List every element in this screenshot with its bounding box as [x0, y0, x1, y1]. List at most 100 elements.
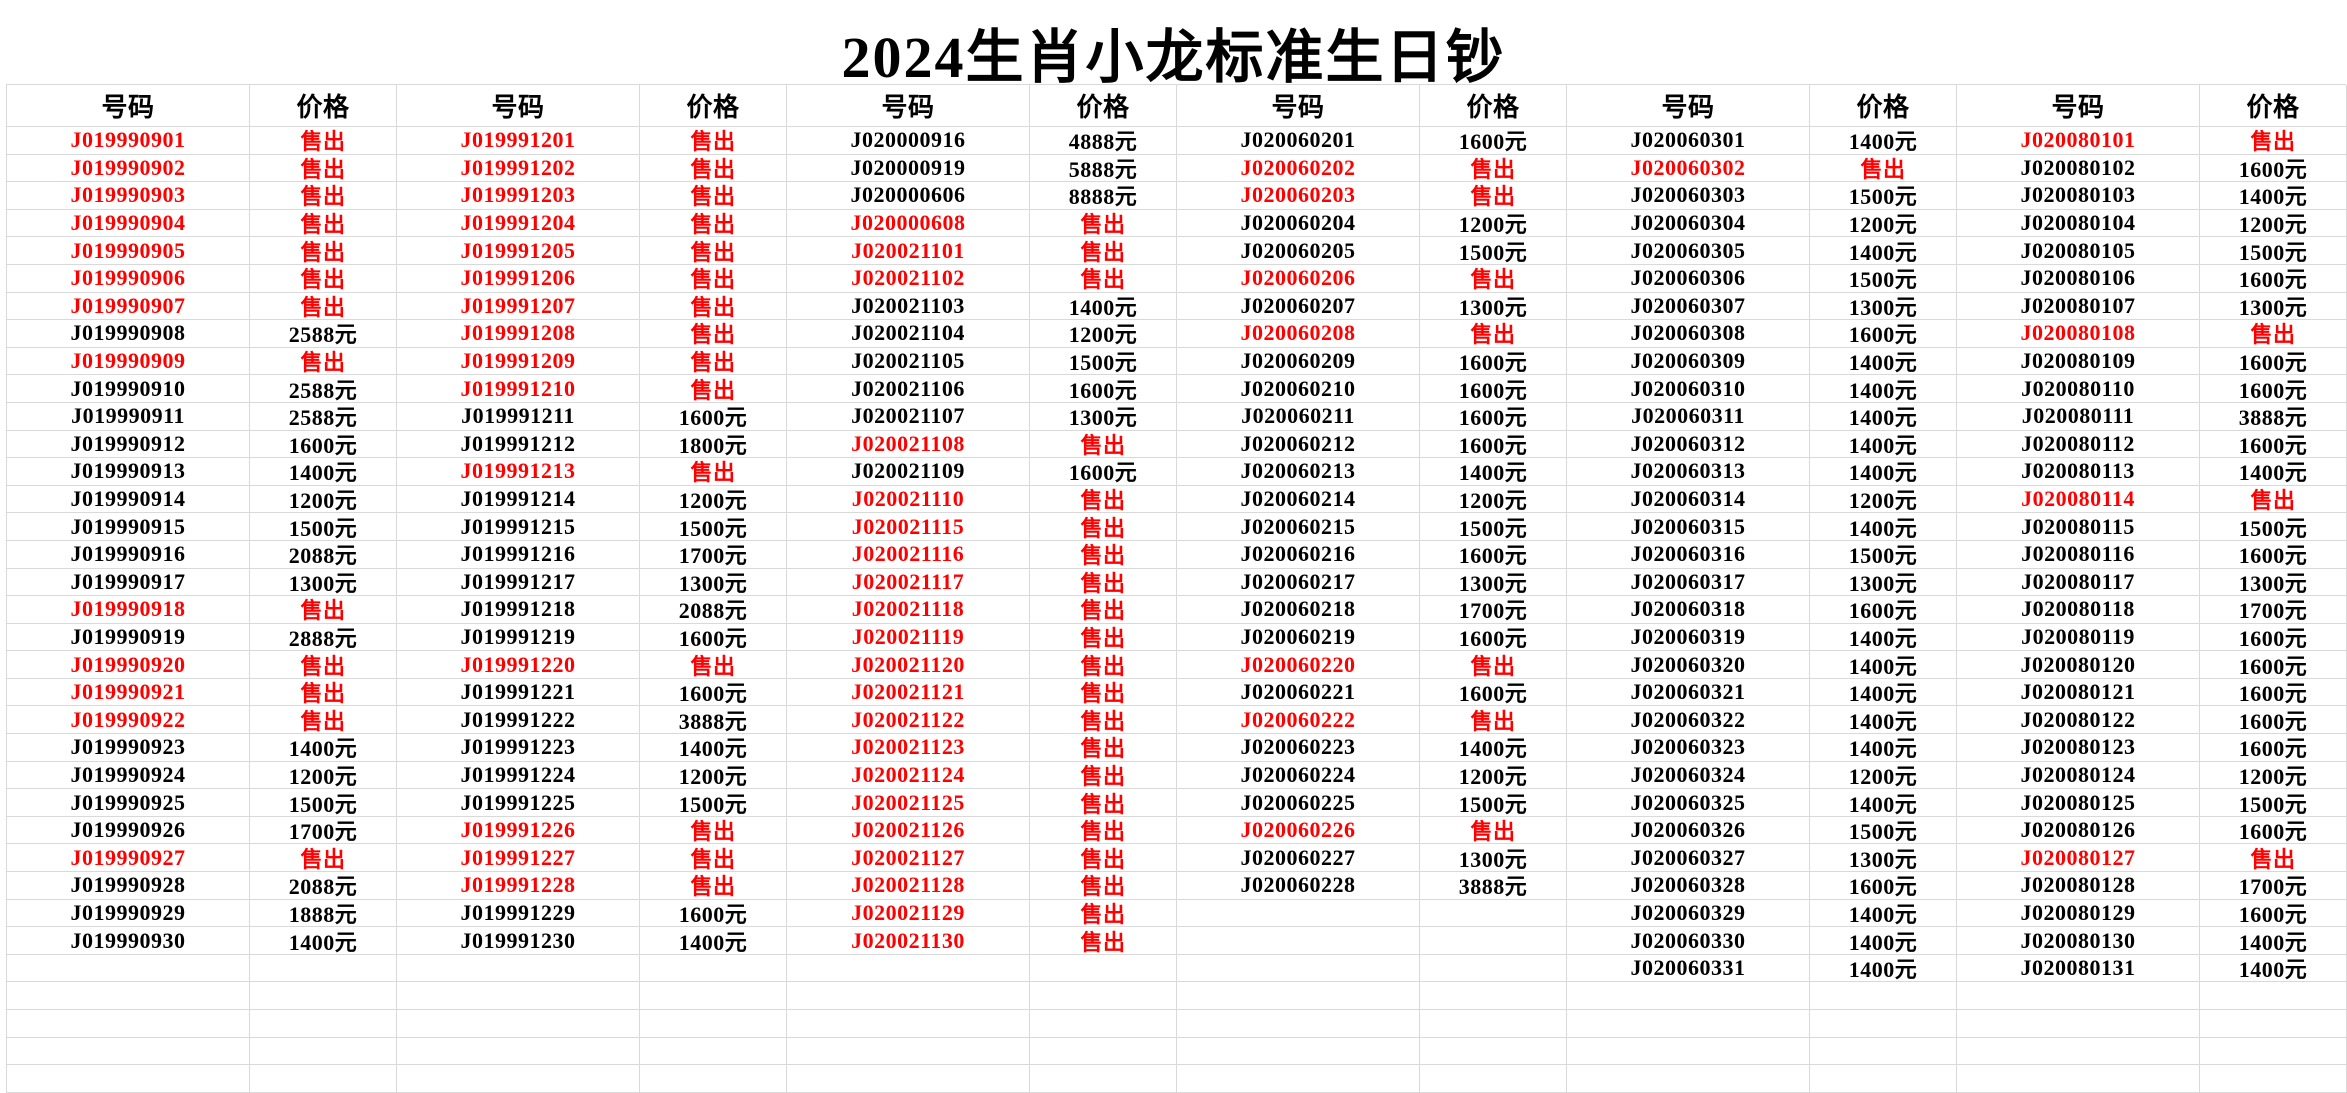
price-cell: 1200元: [1420, 761, 1567, 790]
number-cell: J019991222: [397, 706, 640, 735]
number-cell: J020021116: [787, 540, 1030, 569]
number-cell: J020000608: [787, 209, 1030, 238]
empty-cell: [7, 1065, 250, 1093]
number-cell: J020021118: [787, 596, 1030, 624]
number-cell: J019990913: [7, 458, 250, 486]
number-cell: J019991209: [397, 347, 640, 376]
number-cell: J019990905: [7, 237, 250, 265]
empty-cell: [1567, 982, 1810, 1010]
number-cell: J020060316: [1567, 540, 1810, 569]
price-cell: 售出: [2200, 320, 2347, 348]
price-cell: 1300元: [2200, 292, 2347, 321]
empty-cell: [1420, 1037, 1567, 1066]
number-cell: J019990918: [7, 596, 250, 624]
number-cell: J020060325: [1567, 789, 1810, 817]
empty-cell: [7, 954, 250, 983]
number-cell: J020021117: [787, 568, 1030, 597]
number-cell: J020021104: [787, 320, 1030, 348]
number-cell: J020080111: [1957, 402, 2200, 431]
price-cell: 1300元: [1420, 568, 1567, 597]
number-cell: J019990917: [7, 568, 250, 597]
number-cell: J019991223: [397, 734, 640, 762]
price-cell: 售出: [1030, 789, 1177, 817]
number-cell: J020060327: [1567, 844, 1810, 873]
number-cell: J020060201: [1177, 127, 1420, 155]
number-cell: J020060222: [1177, 706, 1420, 735]
price-cell: 售出: [640, 458, 787, 486]
price-cell: 1300元: [640, 568, 787, 597]
price-cell: 1600元: [2200, 816, 2347, 845]
number-cell: J019991213: [397, 458, 640, 486]
price-cell: 1400元: [1810, 678, 1957, 707]
price-cell: 售出: [1030, 844, 1177, 873]
empty-cell: [1177, 1037, 1420, 1066]
price-cell: 1400元: [1810, 899, 1957, 928]
price-cell: 1300元: [1810, 292, 1957, 321]
price-cell: 1600元: [2200, 154, 2347, 183]
empty-cell: [1957, 1065, 2200, 1093]
column-header-price: 价格: [640, 85, 787, 127]
number-cell: J019990920: [7, 651, 250, 679]
price-cell: 1500元: [640, 513, 787, 541]
empty-cell: [640, 1010, 787, 1038]
number-cell: J020060310: [1567, 375, 1810, 403]
number-cell: J020060204: [1177, 209, 1420, 238]
number-cell: J020080114: [1957, 485, 2200, 514]
price-cell: 1500元: [2200, 237, 2347, 265]
price-cell: 1600元: [1810, 872, 1957, 900]
price-cell: 1400元: [2200, 458, 2347, 486]
price-cell: 售出: [250, 596, 397, 624]
empty-cell: [397, 982, 640, 1010]
price-cell: 1400元: [1810, 402, 1957, 431]
number-cell: J020021109: [787, 458, 1030, 486]
empty-cell: [397, 1037, 640, 1066]
number-cell: J019991212: [397, 430, 640, 459]
price-cell: 1600元: [1420, 347, 1567, 376]
empty-cell: [1030, 982, 1177, 1010]
price-cell: 售出: [250, 237, 397, 265]
empty-cell: [1420, 1010, 1567, 1038]
price-cell: 售出: [1030, 237, 1177, 265]
number-cell: J020021115: [787, 513, 1030, 541]
number-cell: J019991221: [397, 678, 640, 707]
number-cell: J020060312: [1567, 430, 1810, 459]
number-cell: J019991230: [397, 927, 640, 955]
price-cell: 3888元: [640, 706, 787, 735]
page-title: 2024生肖小龙标准生日钞: [841, 25, 1506, 90]
price-cell: 1200元: [250, 485, 397, 514]
number-cell: J020021106: [787, 375, 1030, 403]
price-cell: 1300元: [1810, 844, 1957, 873]
price-cell: 售出: [1030, 568, 1177, 597]
number-cell: J020080120: [1957, 651, 2200, 679]
number-cell: J019991211: [397, 402, 640, 431]
price-cell: 1500元: [1420, 237, 1567, 265]
price-cell: 售出: [640, 651, 787, 679]
price-cell: 售出: [1030, 596, 1177, 624]
number-cell: J019991227: [397, 844, 640, 873]
price-cell: 售出: [250, 706, 397, 735]
price-cell: 1300元: [1810, 568, 1957, 597]
number-cell: J020021102: [787, 264, 1030, 293]
price-cell: 1300元: [1420, 844, 1567, 873]
price-cell: 1600元: [640, 623, 787, 652]
empty-cell: [1177, 927, 1420, 955]
price-cell: 1300元: [1030, 402, 1177, 431]
price-cell: 售出: [1030, 513, 1177, 541]
number-cell: J020060205: [1177, 237, 1420, 265]
empty-cell: [1957, 1010, 2200, 1038]
empty-cell: [1177, 1065, 1420, 1093]
number-cell: J019990904: [7, 209, 250, 238]
empty-cell: [250, 954, 397, 983]
price-cell: 售出: [640, 320, 787, 348]
price-cell: 1600元: [250, 430, 397, 459]
price-cell: 1400元: [1810, 706, 1957, 735]
price-cell: 售出: [1420, 320, 1567, 348]
price-table: 号码 价格 号码 价格 号码 价格 号码 价格 号码 价格 号码 价格 J019990901 售出 J019…: [6, 84, 2347, 1093]
price-cell: 1600元: [640, 678, 787, 707]
empty-cell: [640, 1065, 787, 1093]
number-cell: J020060223: [1177, 734, 1420, 762]
empty-cell: [1420, 982, 1567, 1010]
number-cell: J019991206: [397, 264, 640, 293]
empty-cell: [1030, 1010, 1177, 1038]
number-cell: J019991202: [397, 154, 640, 183]
